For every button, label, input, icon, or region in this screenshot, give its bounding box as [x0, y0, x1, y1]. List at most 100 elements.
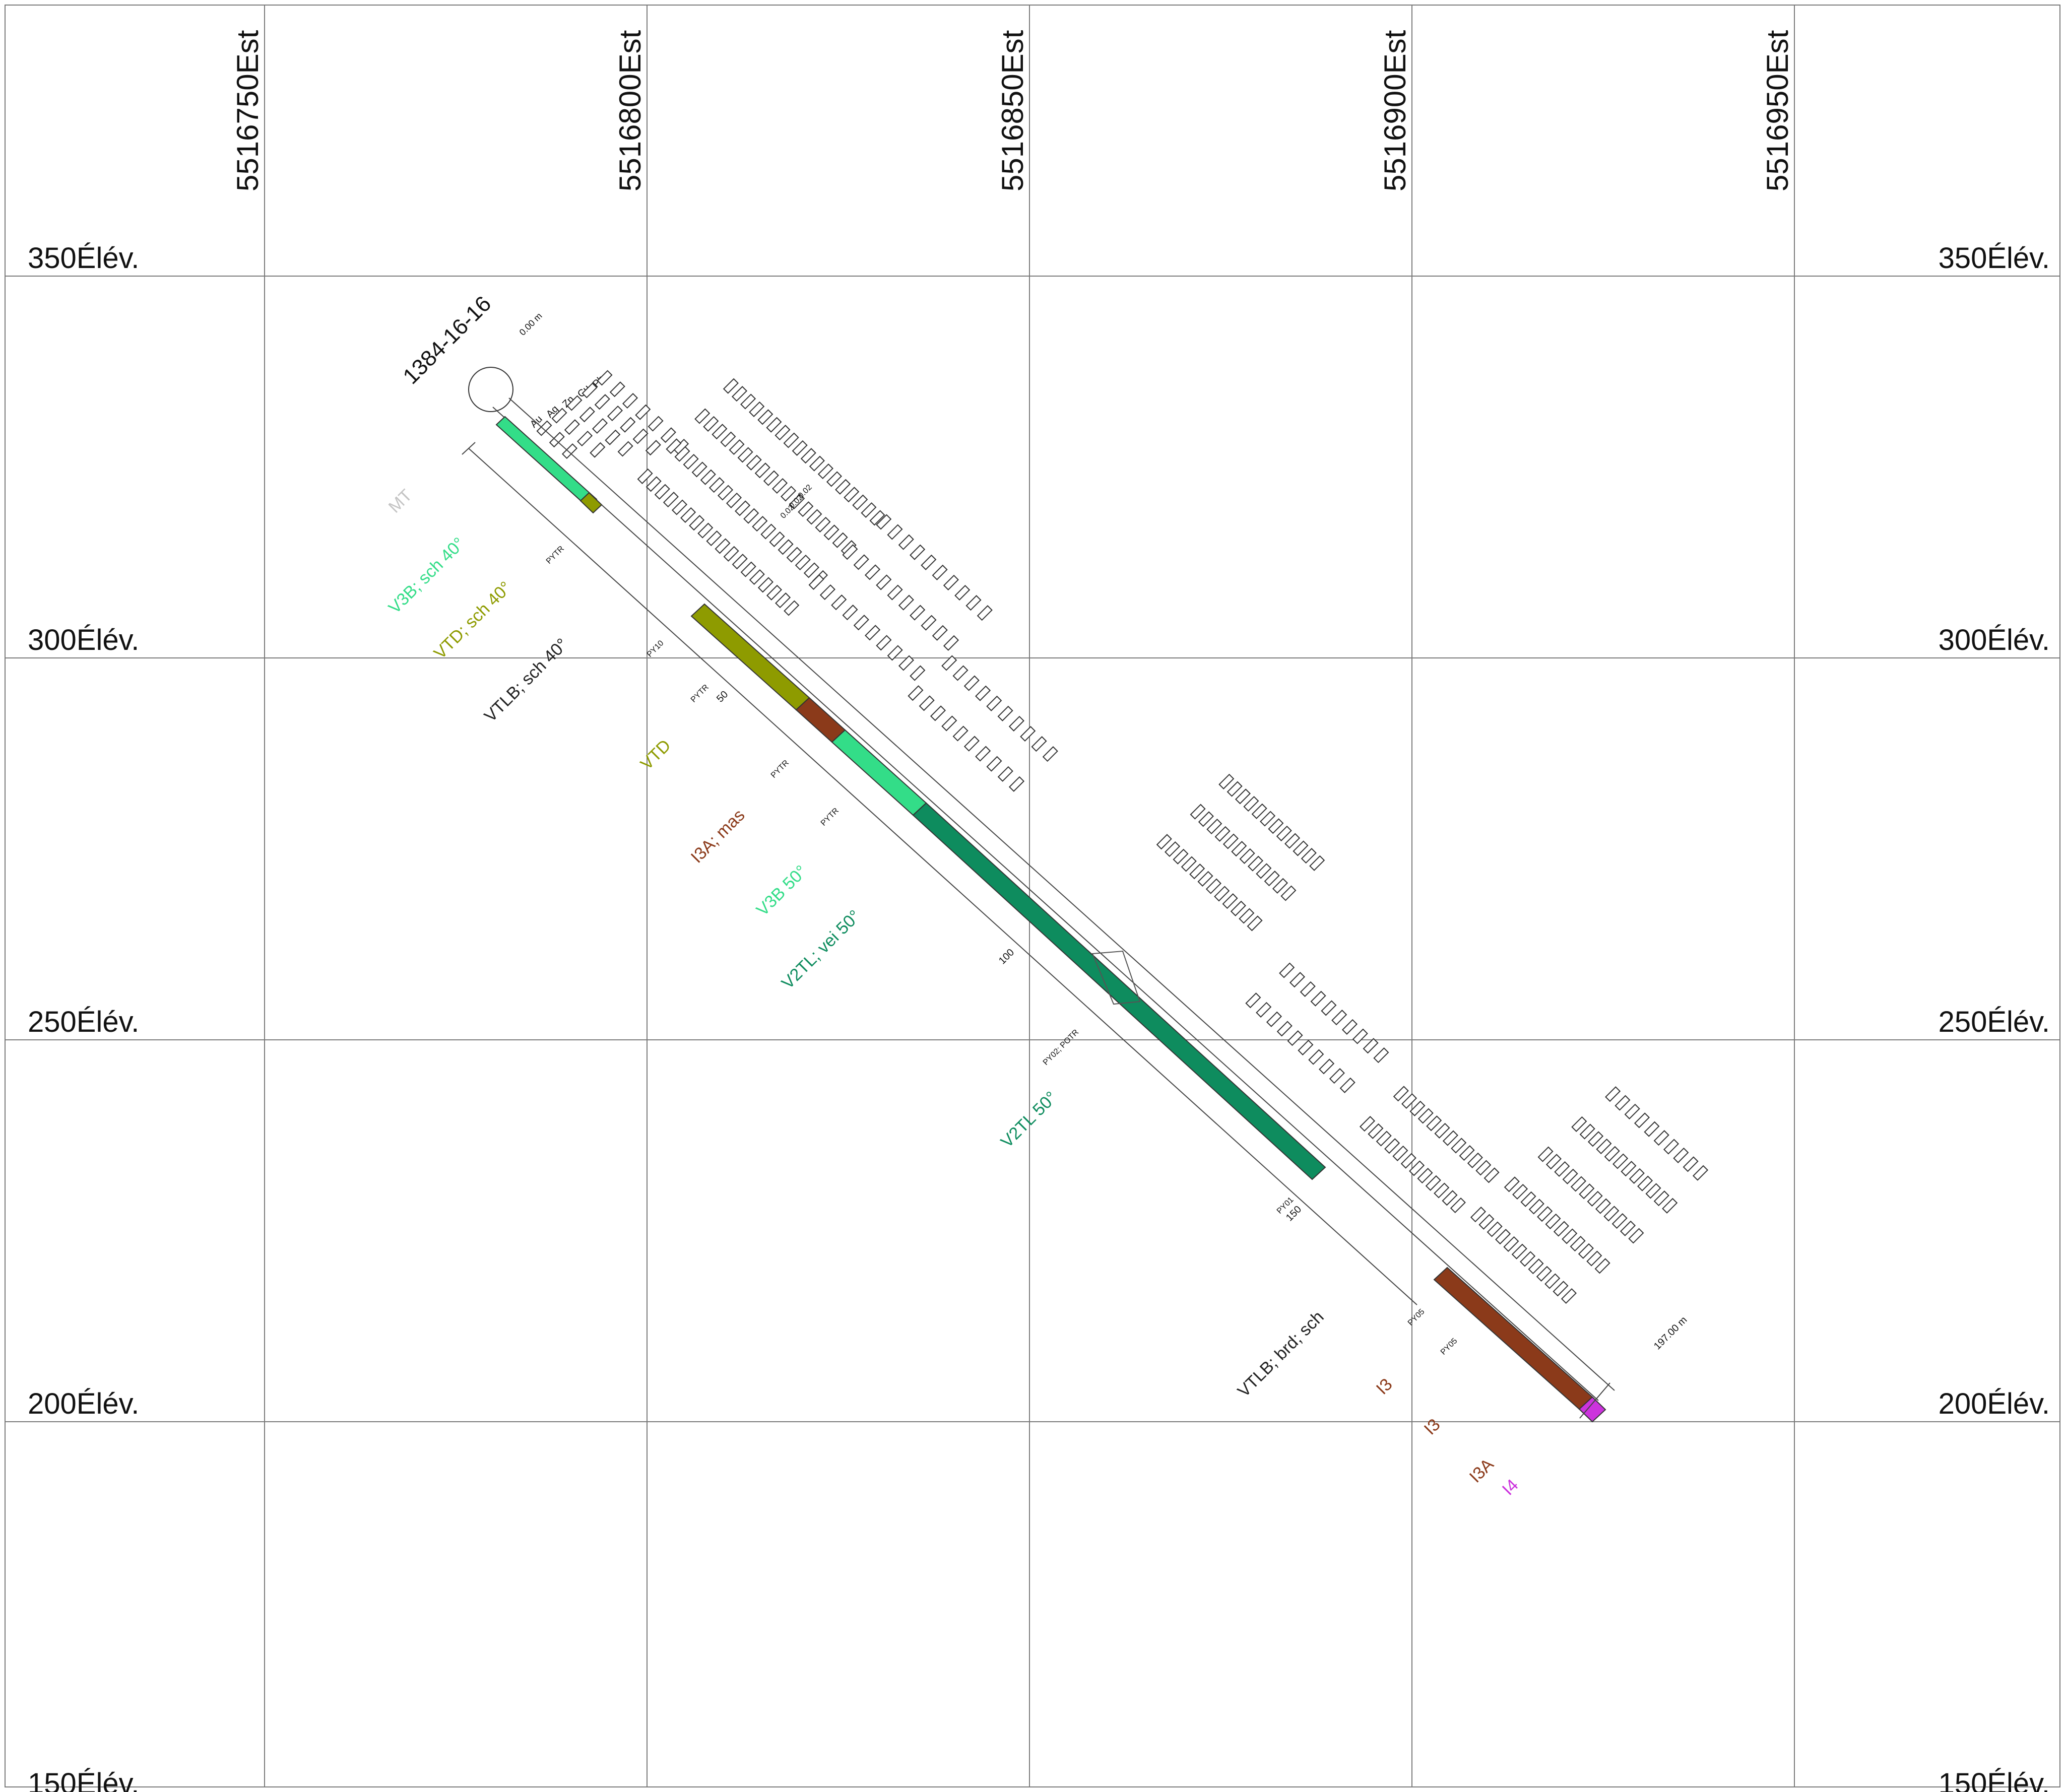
- assay-cell: [1417, 1168, 1433, 1184]
- assay-cell: [831, 594, 847, 611]
- assay-cell: [1256, 863, 1272, 879]
- assay-cell: [784, 600, 800, 616]
- assay-cell: [743, 508, 759, 524]
- assay-cell: [754, 462, 770, 479]
- easting-label: 5516900Est: [1378, 30, 1412, 191]
- assay-cell: [842, 605, 858, 621]
- assay-cell: [609, 381, 625, 397]
- lithology-label-mt: MT: [385, 486, 416, 517]
- assay-cell: [1528, 1199, 1544, 1215]
- lithology-label-v3b: V3B; sch 40°: [385, 534, 469, 618]
- assay-cell: [1300, 981, 1316, 997]
- assay-cell: [617, 441, 633, 457]
- assay-cell: [622, 392, 638, 409]
- assay-cell: [1537, 1206, 1553, 1222]
- assay-cell: [887, 645, 903, 661]
- assay-cell: [1222, 833, 1239, 849]
- assay-cell: [1537, 1146, 1554, 1162]
- assay-cell: [723, 378, 739, 394]
- assay-cell: [977, 605, 993, 621]
- assay-cell: [769, 531, 785, 547]
- drill-trace: 197.00 m: [492, 397, 1690, 1423]
- assay-cell: [921, 615, 937, 631]
- interval-v2tl: [912, 802, 1326, 1180]
- assay-cell: [760, 523, 777, 540]
- assay-cell: [1008, 776, 1025, 792]
- collar: 1384-16-16 0.00 m: [398, 291, 544, 412]
- assay-cell: [1368, 1123, 1384, 1139]
- assay-cell: [1553, 1281, 1569, 1297]
- assay-cell: [1536, 1266, 1552, 1282]
- structure-marker: [1091, 950, 1141, 1005]
- assay-cell: [1373, 1047, 1389, 1064]
- assay-cell: [775, 425, 791, 441]
- assay-cell: [1020, 725, 1036, 742]
- assay-cell: [576, 430, 593, 447]
- assay-cell: [1247, 855, 1264, 872]
- assay-cell: [1596, 1138, 1612, 1155]
- assay-cell: [792, 440, 808, 456]
- assay-cell: [1227, 781, 1243, 797]
- assay-cell: [1634, 1112, 1650, 1129]
- assay-cell: [887, 524, 903, 540]
- assay-cell: [731, 386, 748, 402]
- elevation-label-right: 300Élév.: [1939, 624, 2050, 656]
- assay-cell: [1339, 1077, 1356, 1093]
- assay-cell: [1621, 1161, 1637, 1177]
- assay-cell: [1247, 915, 1263, 932]
- assay-cell: [853, 554, 869, 570]
- assay-cell: [637, 468, 653, 484]
- elevation-label-right: 250Élév.: [1939, 1006, 2050, 1038]
- assay-cell: [1363, 1038, 1379, 1054]
- assay-cell: [694, 408, 711, 424]
- assay-cell: [1578, 1243, 1594, 1259]
- assay-cells: [536, 370, 1709, 1304]
- assay-cell: [1352, 1028, 1368, 1044]
- interval-i3: [1433, 1267, 1593, 1410]
- assay-cell: [1570, 1176, 1586, 1192]
- assay-cell: [1571, 1116, 1587, 1132]
- assay-cell: [1605, 1086, 1621, 1102]
- assay-cell: [1400, 1153, 1416, 1169]
- assay-cell: [806, 509, 822, 525]
- assay-cell: [1308, 1049, 1324, 1065]
- grid: [5, 5, 2060, 1787]
- assay-cell: [819, 584, 835, 601]
- mineral-label: PY10: [646, 639, 666, 659]
- assay-cell: [703, 416, 719, 432]
- assay-cell: [1214, 886, 1230, 902]
- elevation-label-right: 350Élév.: [1939, 242, 2050, 275]
- assay-cell: [683, 453, 699, 470]
- assay-cell: [1392, 1145, 1408, 1161]
- depth-tick-50: 50: [715, 689, 730, 704]
- mineral-label: PYTR: [689, 683, 711, 704]
- assay-cell: [800, 448, 816, 464]
- assay-cell: [832, 532, 848, 548]
- lithology-label-vtlb-2: VTLB; brd; sch: [1234, 1307, 1328, 1401]
- assay-cell: [1520, 1191, 1536, 1207]
- assay-cell: [732, 554, 748, 570]
- mineral-label: PYTR: [819, 807, 841, 828]
- assay-cell: [1156, 834, 1172, 850]
- depth-scale-line: [468, 448, 1417, 1305]
- assay-cell: [1425, 1175, 1441, 1191]
- assay-cell: [723, 546, 739, 562]
- assay-cell: [1222, 893, 1238, 909]
- interval-i3a: [795, 697, 846, 743]
- assay-cell: [1645, 1183, 1661, 1199]
- assay-cell: [1279, 962, 1295, 978]
- mineral-labels: PYTR PY10 PYTR PYTR PYTR PY02; POTR PY01…: [545, 483, 1459, 1357]
- depth-scale-start-tick: [462, 442, 476, 455]
- assay-cell: [605, 429, 621, 445]
- assay-cell: [1459, 1145, 1475, 1161]
- assay-cell: [1008, 715, 1024, 732]
- assay-cell: [654, 484, 670, 500]
- assay-cell: [986, 756, 1002, 772]
- assay-cell: [740, 561, 756, 577]
- assay-cell: [1637, 1175, 1653, 1191]
- assay-cell: [1512, 1183, 1528, 1200]
- assay-cell: [1231, 841, 1247, 857]
- assay-cell: [1181, 856, 1197, 872]
- end-depth-label: 197.00 m: [1652, 1314, 1690, 1352]
- assay-cell: [1239, 908, 1255, 924]
